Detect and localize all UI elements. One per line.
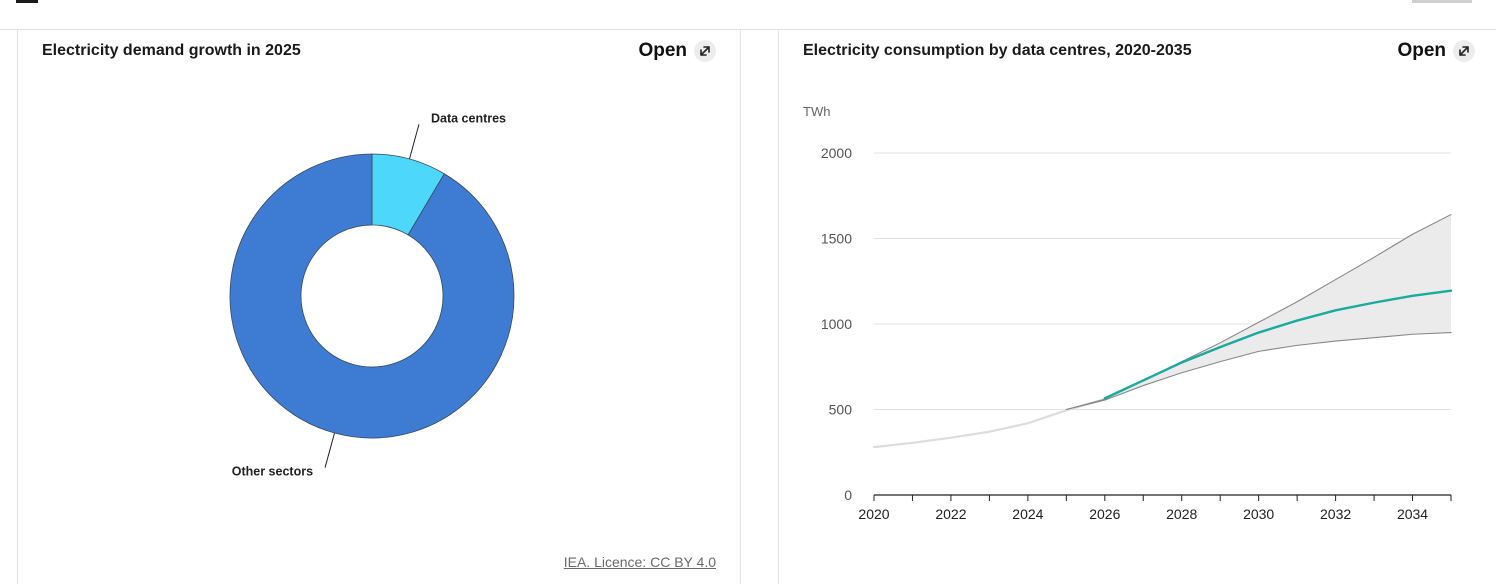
y-tick-label: 0 — [844, 487, 852, 503]
open-label: Open — [1397, 40, 1446, 61]
y-tick-label: 2000 — [821, 145, 852, 161]
expand-arrow-icon — [1453, 40, 1475, 62]
menu-icon[interactable] — [16, 0, 38, 3]
chart-card-demand-growth: Electricity demand growth in 2025 Open D… — [17, 30, 741, 584]
x-tick-label: 2024 — [1012, 506, 1043, 522]
top-nav-fragment — [1412, 0, 1472, 3]
range-band — [1066, 214, 1451, 410]
slice-label: Other sectors — [232, 465, 313, 479]
licence-link[interactable]: IEA. Licence: CC BY 4.0 — [563, 554, 716, 570]
open-chart-button[interactable]: Open — [1397, 40, 1475, 62]
expand-arrow-icon — [694, 40, 716, 62]
open-label: Open — [638, 40, 687, 61]
top-bar — [0, 0, 1496, 30]
series-line-historical — [872, 398, 1106, 449]
slice-leader-line — [408, 124, 420, 160]
slice-label: Data centres — [431, 111, 506, 125]
y-tick-label: 500 — [829, 402, 853, 418]
x-tick-label: 2034 — [1397, 506, 1428, 522]
y-tick-label: 1000 — [821, 316, 852, 332]
x-tick-label: 2020 — [858, 506, 889, 522]
y-axis-label: TWh — [803, 104, 830, 119]
x-tick-label: 2026 — [1089, 506, 1120, 522]
line-chart: TWh 0 500 1000 1500 2000 2020 2022 2024 2026 2028 2… — [803, 104, 1453, 522]
y-tick-label: 1500 — [821, 231, 852, 247]
x-tick-label: 2028 — [1166, 506, 1197, 522]
open-chart-button[interactable]: Open — [638, 40, 716, 62]
donut-chart: Data centres Other sectors — [229, 111, 515, 479]
chart-title: Electricity consumption by data centres,… — [803, 42, 1192, 59]
x-tick-label: 2032 — [1320, 506, 1351, 522]
series-line-range-lower — [1065, 331, 1452, 411]
series-line-central — [1103, 289, 1453, 400]
slice-leader-line — [324, 432, 336, 468]
chart-card-data-centres: Electricity consumption by data centres,… — [778, 30, 1496, 584]
x-tick-label: 2022 — [935, 506, 966, 522]
donut-slice — [229, 153, 515, 439]
chart-title: Electricity demand growth in 2025 — [42, 42, 301, 59]
x-tick-label: 2030 — [1243, 506, 1274, 522]
